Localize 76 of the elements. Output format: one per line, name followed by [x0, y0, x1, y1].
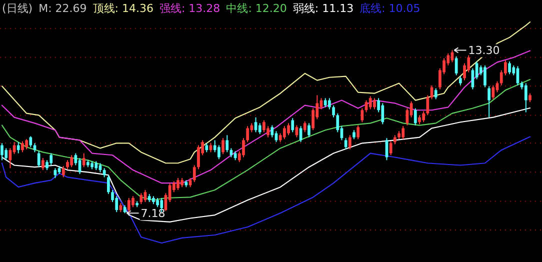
text: 弱线: 11.13: [292, 2, 354, 15]
candlestick: [332, 104, 335, 118]
candlestick: [360, 108, 364, 123]
candlestick: [0, 142, 4, 161]
candlestick: [156, 198, 159, 208]
candlestick: [262, 120, 266, 133]
candlestick: [402, 126, 405, 140]
candlestick: [242, 138, 245, 158]
candlestick: [25, 138, 28, 150]
candlestick: [508, 60, 511, 75]
candlestick: [484, 64, 486, 88]
candlestick: [422, 110, 426, 123]
text: 顶线: 14.36: [92, 2, 154, 15]
candlestick: [192, 164, 196, 183]
candlestick: [414, 108, 417, 126]
candlestick: [324, 98, 327, 108]
candlestick: [373, 98, 376, 110]
candlestick: [4, 148, 8, 161]
candlestick: [348, 134, 352, 150]
candlestick: [368, 96, 372, 110]
candlestick: [37, 150, 40, 168]
chart-title: (日线): [2, 2, 33, 15]
candlestick: [218, 144, 220, 160]
candlestick: [328, 98, 331, 110]
candlestick: [385, 138, 388, 161]
chart-subtitle: M: 22.69: [38, 2, 87, 15]
candlestick: [352, 130, 356, 140]
candlestick: [454, 56, 458, 76]
candlestick: [16, 142, 20, 154]
candlestick: [50, 152, 53, 166]
candlestick: [381, 102, 384, 125]
candlestick: [389, 140, 392, 156]
candlestick: [246, 126, 250, 143]
candlestick: [82, 152, 86, 168]
candlestick: [270, 124, 274, 138]
candlestick: [127, 198, 130, 213]
text: 强线: 13.28: [159, 2, 220, 15]
candlestick: [66, 160, 69, 170]
candlestick: [434, 88, 438, 100]
candlestick: [308, 122, 310, 138]
candlestick: [524, 82, 528, 113]
text: 底线: 10.05: [360, 2, 420, 15]
candlestick: [132, 196, 134, 208]
candlestick: [62, 166, 65, 178]
candlestick: [70, 154, 74, 168]
candlestick: [222, 138, 224, 155]
candlestick: [266, 126, 270, 138]
candlestick: [102, 168, 106, 178]
candlestick: [430, 84, 434, 100]
candlestick: [303, 120, 306, 133]
candlestick: [458, 76, 462, 86]
candlestick: [42, 158, 44, 171]
candlestick: [176, 178, 180, 191]
candlestick: [119, 202, 122, 213]
annotation: 13.30: [468, 44, 500, 58]
candlestick: [488, 86, 490, 118]
candlestick: [140, 192, 143, 205]
candlestick: [356, 124, 360, 140]
candlestick: [258, 122, 262, 135]
candlestick: [106, 174, 110, 195]
candlestick: [21, 140, 24, 153]
candlestick: [394, 134, 396, 145]
candlestick: [205, 142, 208, 153]
candlestick: [426, 94, 430, 116]
candlestick: [418, 114, 421, 125]
candlestick: [180, 178, 184, 188]
candlestick: [291, 118, 294, 133]
candlestick: [287, 122, 290, 136]
candlestick: [115, 196, 118, 213]
candlestick: [197, 144, 200, 170]
candlestick: [492, 84, 495, 100]
annotation: 7.18: [140, 207, 166, 220]
candlestick: [226, 134, 229, 153]
text: 中线: 12.20: [226, 2, 287, 15]
candlestick: [282, 126, 286, 140]
candlestick: [29, 136, 32, 148]
